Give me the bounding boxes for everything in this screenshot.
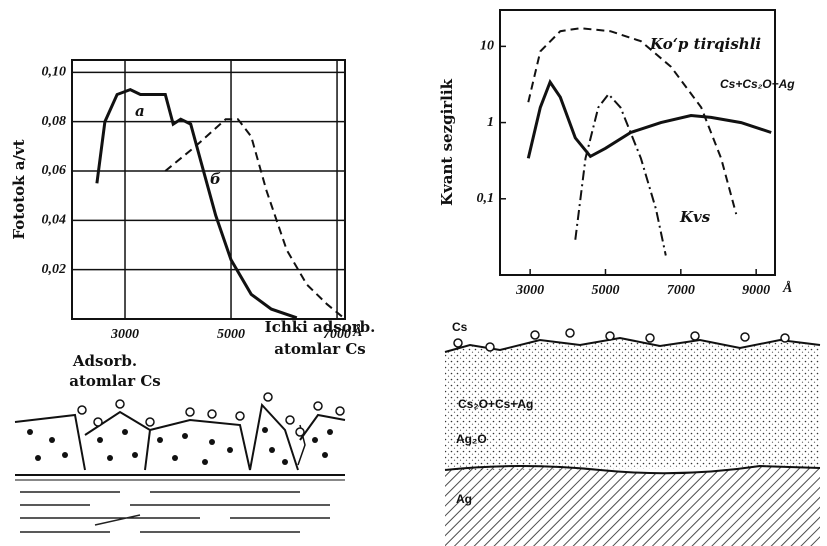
series-line xyxy=(526,78,772,159)
y-tick-label: 1 xyxy=(487,115,494,130)
series-line xyxy=(95,87,298,320)
y-tick-label: 10 xyxy=(480,39,494,54)
series-label: Ko‘p tirqishli xyxy=(649,35,761,53)
y-tick-label: 0,06 xyxy=(42,163,67,178)
y-tick-label: 0,10 xyxy=(42,65,67,80)
y-tick-label: 0,08 xyxy=(42,114,67,129)
x-tick-label: 5000 xyxy=(217,327,245,342)
x-unit: Å xyxy=(352,324,362,340)
y-tick-label: 0,04 xyxy=(42,213,67,228)
series-line xyxy=(527,27,738,215)
label: Ichki adsorb. xyxy=(265,318,376,336)
label: atomlar Cs xyxy=(69,372,160,390)
label: Adsorb. xyxy=(72,352,137,370)
series-line xyxy=(164,118,346,320)
series-label: Kvs xyxy=(679,208,711,226)
y-axis-label: Fototok a/vt xyxy=(10,139,28,239)
x-unit: Å xyxy=(782,280,792,296)
layer-label: Ag₂O xyxy=(456,432,487,446)
x-tick-label: 9000 xyxy=(742,283,770,298)
layer-label: Cs₂O+Cs+Ag xyxy=(458,397,533,411)
diagram-right: Cs Cs₂O+Cs+Ag Ag₂O Ag xyxy=(444,320,821,546)
series-label: Cs+Cs₂O+Ag xyxy=(720,77,795,91)
x-tick-label: 7000 xyxy=(667,283,695,298)
x-tick-label: 3000 xyxy=(110,327,139,342)
y-tick-label: 0,02 xyxy=(42,262,67,277)
series-label: a xyxy=(135,102,145,120)
layer-label: Ag xyxy=(456,492,472,506)
y-tick-label: 0,1 xyxy=(477,191,495,206)
series-line xyxy=(574,92,667,256)
layer-label: Cs xyxy=(452,320,468,334)
x-tick-label: 7000 xyxy=(323,327,351,342)
diagram-left: Adsorb. atomlar Cs Ichki adsorb. atomlar… xyxy=(14,318,376,533)
series-label: б xyxy=(210,170,221,188)
y-axis-label: Kvant sezgirlik xyxy=(438,78,456,206)
x-tick-label: 3000 xyxy=(515,283,544,298)
label: atomlar Cs xyxy=(274,340,365,358)
x-tick-label: 5000 xyxy=(591,283,619,298)
plot-frame xyxy=(499,9,776,276)
plot-frame xyxy=(71,59,346,320)
